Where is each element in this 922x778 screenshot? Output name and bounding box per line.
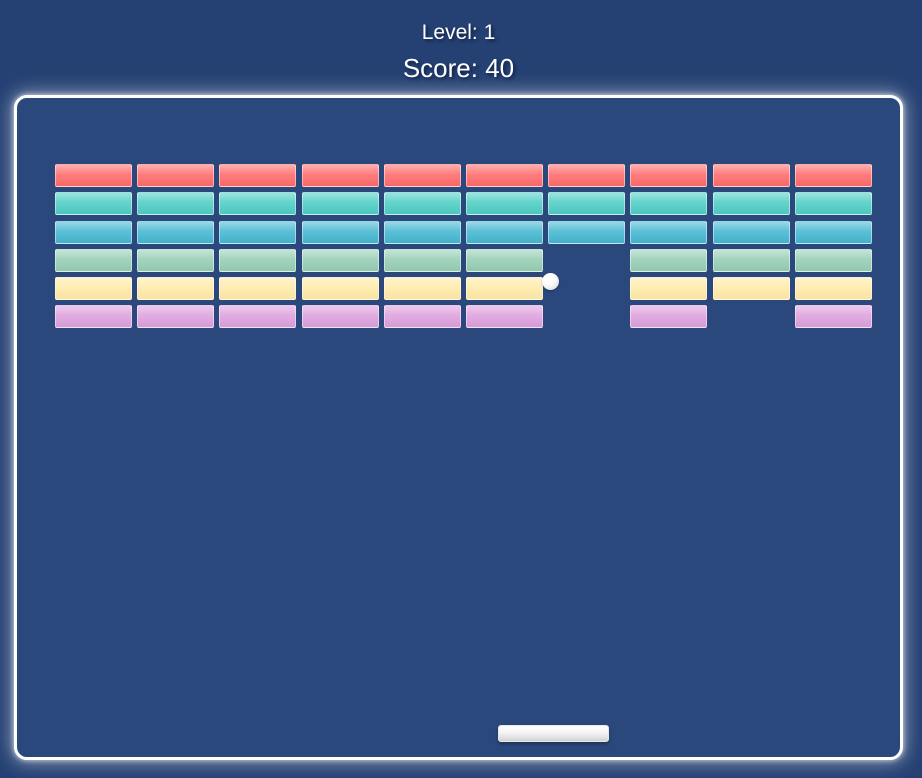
game-area[interactable] — [14, 95, 903, 760]
brick — [465, 248, 543, 272]
brick — [55, 192, 132, 216]
brick — [712, 248, 790, 272]
brick — [137, 305, 215, 329]
brick — [137, 192, 215, 216]
brick — [465, 305, 543, 329]
hud: Level: 1 Score: 40 — [14, 0, 903, 83]
brick — [301, 248, 379, 272]
brick — [55, 305, 132, 329]
brick — [137, 248, 215, 272]
brick — [465, 164, 543, 187]
brick — [55, 277, 132, 301]
brick — [548, 164, 626, 187]
brick — [55, 164, 132, 187]
brick — [383, 164, 461, 187]
brick — [55, 220, 132, 244]
brick — [794, 220, 872, 244]
brick — [548, 192, 626, 216]
brick — [55, 248, 132, 272]
brick-grid — [55, 164, 872, 329]
brick — [383, 248, 461, 272]
brick — [137, 277, 215, 301]
brick — [465, 220, 543, 244]
brick — [712, 164, 790, 187]
brick — [383, 277, 461, 301]
ball — [542, 273, 559, 290]
brick — [630, 164, 708, 187]
brick — [794, 164, 872, 187]
brick — [383, 305, 461, 329]
brick — [219, 192, 297, 216]
brick — [630, 220, 708, 244]
brick — [137, 164, 215, 187]
paddle[interactable] — [498, 725, 609, 742]
brick — [301, 277, 379, 301]
brick — [301, 220, 379, 244]
brick — [794, 248, 872, 272]
brick — [465, 277, 543, 301]
score-text: Score: 40 — [402, 53, 515, 83]
brick — [712, 277, 790, 301]
brick — [794, 192, 872, 216]
brick — [219, 277, 297, 301]
brick — [712, 220, 790, 244]
brick — [383, 192, 461, 216]
brick — [219, 305, 297, 329]
brick — [630, 192, 708, 216]
brick — [794, 305, 872, 329]
brick — [630, 248, 708, 272]
brick — [137, 220, 215, 244]
brick — [712, 192, 790, 216]
brick — [630, 305, 708, 329]
level-text: Level: 1 — [421, 21, 496, 44]
brick — [465, 192, 543, 216]
brick — [219, 220, 297, 244]
brick — [219, 164, 297, 187]
brick — [301, 192, 379, 216]
brick — [383, 220, 461, 244]
brick — [301, 305, 379, 329]
brick — [794, 277, 872, 301]
brick — [301, 164, 379, 187]
brick — [219, 248, 297, 272]
brick — [548, 220, 626, 244]
brick — [630, 277, 708, 301]
